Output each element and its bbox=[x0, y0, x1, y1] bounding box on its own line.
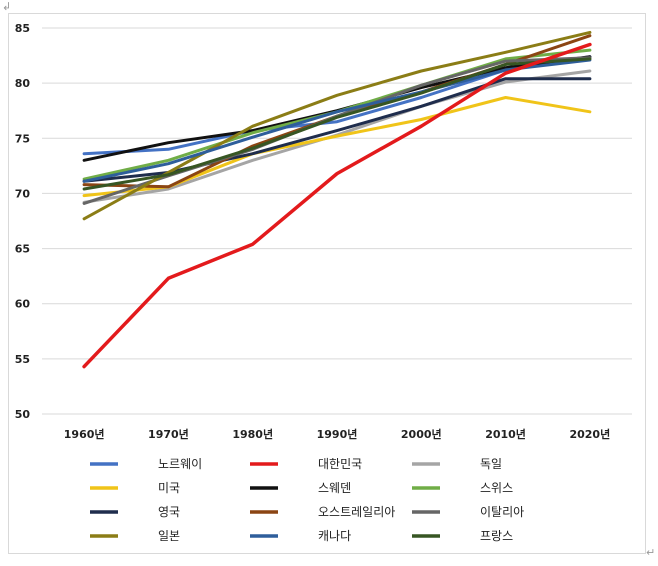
legend-label: 스웨덴 bbox=[318, 481, 351, 495]
series-line-9 bbox=[82, 30, 592, 221]
y-tick-label: 50 bbox=[15, 408, 31, 421]
series-lines bbox=[82, 30, 592, 369]
x-tick-label: 1970년 bbox=[148, 427, 189, 441]
y-tick-label: 55 bbox=[15, 353, 30, 366]
grid-lines bbox=[42, 27, 632, 415]
legend-label: 이탈리아 bbox=[480, 505, 524, 519]
paragraph-mark-end: ↵ bbox=[646, 546, 656, 559]
y-tick-label: 70 bbox=[15, 187, 31, 200]
x-tick-label: 2010년 bbox=[485, 427, 526, 441]
legend-label: 일본 bbox=[158, 529, 180, 543]
legend-label: 독일 bbox=[480, 457, 502, 471]
legend-label: 영국 bbox=[158, 505, 180, 519]
paragraph-mark-top: ↲ bbox=[2, 0, 12, 13]
series-line-10 bbox=[82, 58, 592, 183]
series-line-4 bbox=[82, 55, 592, 162]
y-tick-label: 80 bbox=[15, 77, 31, 90]
y-tick-label: 60 bbox=[15, 298, 31, 311]
x-tick-label: 1980년 bbox=[232, 427, 273, 441]
series-line-11 bbox=[82, 57, 592, 191]
legend-label: 미국 bbox=[158, 481, 180, 495]
chart-frame bbox=[8, 13, 646, 554]
legend-label: 오스트레일리아 bbox=[318, 505, 395, 519]
y-tick-label: 65 bbox=[15, 243, 30, 256]
legend-label: 프랑스 bbox=[480, 529, 513, 543]
y-tick-label: 75 bbox=[15, 132, 30, 145]
legend-label: 대한민국 bbox=[318, 457, 362, 471]
y-tick-label: 85 bbox=[15, 22, 30, 35]
y-axis-ticks: 50 55 60 65 70 75 80 85 bbox=[15, 22, 31, 421]
x-tick-label: 1960년 bbox=[64, 427, 105, 441]
x-tick-label: 1990년 bbox=[317, 427, 358, 441]
legend-label: 노르웨이 bbox=[158, 457, 202, 471]
x-axis-ticks: 1960년 1970년 1980년 1990년 2000년 2010년 2020년 bbox=[64, 427, 610, 441]
legend-label: 캐나다 bbox=[318, 529, 351, 543]
x-tick-label: 2000년 bbox=[401, 427, 442, 441]
legend-label: 스위스 bbox=[480, 481, 513, 495]
x-tick-label: 2020년 bbox=[569, 427, 610, 441]
series-line-1 bbox=[82, 42, 592, 369]
